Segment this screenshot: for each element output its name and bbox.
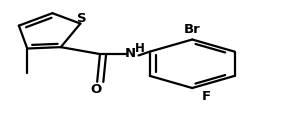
Text: O: O xyxy=(90,83,101,96)
Text: H: H xyxy=(135,42,145,55)
Text: Br: Br xyxy=(184,23,201,36)
Text: N: N xyxy=(124,47,136,60)
Text: F: F xyxy=(202,90,211,103)
Text: S: S xyxy=(77,11,87,24)
